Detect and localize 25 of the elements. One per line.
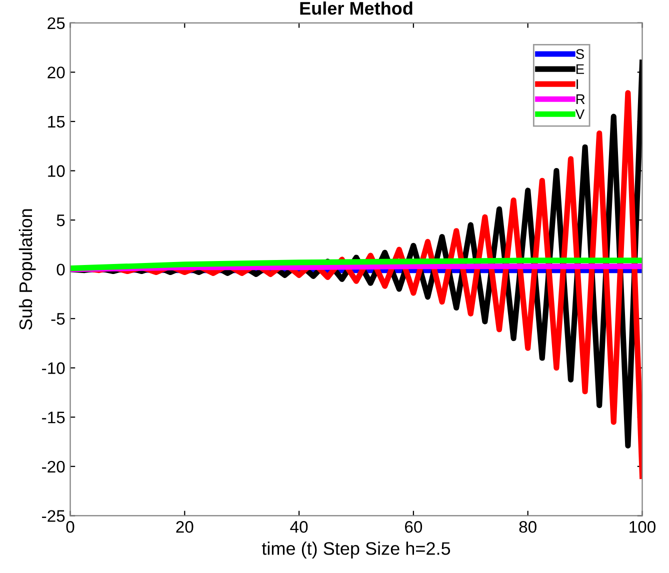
y-tick-label: 20 <box>48 66 65 78</box>
y-tick-label: -10 <box>42 362 65 374</box>
y-tick-label: -15 <box>42 412 65 424</box>
x-tick-label: 60 <box>405 521 422 533</box>
legend-label: E <box>576 64 584 74</box>
y-tick-label: 25 <box>48 17 65 30</box>
x-tick-label: 0 <box>66 521 74 533</box>
legend-label: R <box>576 94 585 104</box>
x-tick-label: 40 <box>290 521 308 533</box>
y-tick-label: -25 <box>42 510 65 522</box>
x-tick-label: 20 <box>176 521 194 533</box>
y-axis-title: Sub Population <box>18 209 36 330</box>
legend-label: I <box>576 79 578 89</box>
y-tick-label: 15 <box>48 116 65 128</box>
y-tick-label: 5 <box>56 214 65 226</box>
y-tick-label: 10 <box>48 165 65 177</box>
y-tick-label: -20 <box>42 460 65 473</box>
legend-label: S <box>576 49 584 60</box>
legend-label: V <box>575 109 585 119</box>
x-tick-label: 100 <box>630 521 656 533</box>
x-axis-title: time (t) Step Size h=2.5 <box>262 542 450 558</box>
chart-title: Euler Method <box>300 2 412 15</box>
y-tick-label: 0 <box>56 264 65 276</box>
x-tick-label: 80 <box>519 521 536 533</box>
y-tick-label: -5 <box>51 313 65 325</box>
